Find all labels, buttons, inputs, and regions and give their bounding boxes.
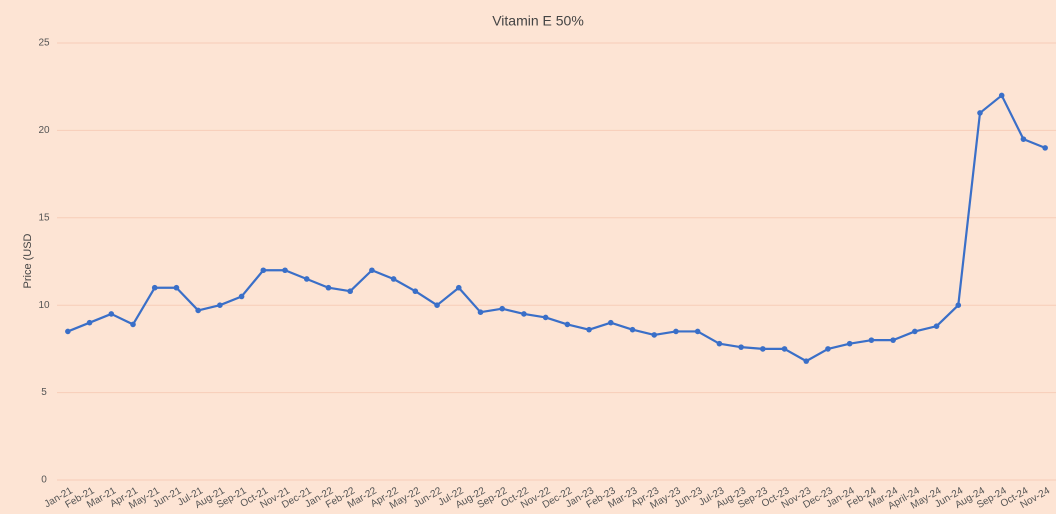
data-point <box>890 337 896 343</box>
data-point <box>825 346 831 352</box>
data-point <box>173 284 180 291</box>
data-point <box>369 267 375 274</box>
data-point <box>1020 136 1027 142</box>
data-point <box>1042 145 1048 151</box>
data-point <box>282 267 288 274</box>
data-point <box>846 340 853 347</box>
data-point <box>130 321 136 328</box>
data-point <box>521 311 527 317</box>
y-tick-label: 0 <box>41 475 47 486</box>
data-point <box>434 302 440 309</box>
line-series <box>67 94 1046 363</box>
data-point <box>260 267 267 274</box>
data-point <box>499 305 506 312</box>
data-point <box>781 346 788 352</box>
data-point <box>673 328 679 335</box>
data-point <box>694 328 701 335</box>
data-point <box>629 326 636 333</box>
data-point <box>564 321 571 328</box>
y-tick-label: 5 <box>41 387 47 398</box>
data-point <box>217 302 223 309</box>
data-point <box>716 340 723 347</box>
data-point <box>542 314 549 321</box>
data-point <box>803 358 810 364</box>
data-point <box>412 288 419 295</box>
data-point <box>868 337 875 343</box>
data-point <box>86 319 93 326</box>
data-point <box>586 326 592 333</box>
y-tick-label: 25 <box>38 38 50 49</box>
data-point <box>195 307 201 314</box>
data-point <box>912 328 918 335</box>
data-point <box>738 344 744 350</box>
data-point <box>108 311 115 317</box>
data-point <box>607 319 614 326</box>
y-tick-label: 20 <box>38 125 50 136</box>
data-point <box>760 346 766 352</box>
data-point <box>303 276 310 282</box>
data-point <box>238 293 245 300</box>
data-point <box>347 288 353 295</box>
y-tick-label: 15 <box>38 212 50 223</box>
data-point <box>955 302 962 309</box>
data-point <box>651 332 658 338</box>
data-point <box>151 284 158 291</box>
y-tick-label: 10 <box>38 300 50 311</box>
data-point <box>933 323 940 329</box>
y-axis-title: Price (USD <box>22 233 34 288</box>
data-point <box>977 110 983 116</box>
data-point <box>390 276 397 282</box>
data-point <box>325 284 332 291</box>
data-point <box>477 309 484 315</box>
data-point <box>65 328 71 335</box>
data-point <box>455 284 462 291</box>
data-point <box>998 92 1005 99</box>
chart-title: Vitamin E 50% <box>492 13 584 29</box>
